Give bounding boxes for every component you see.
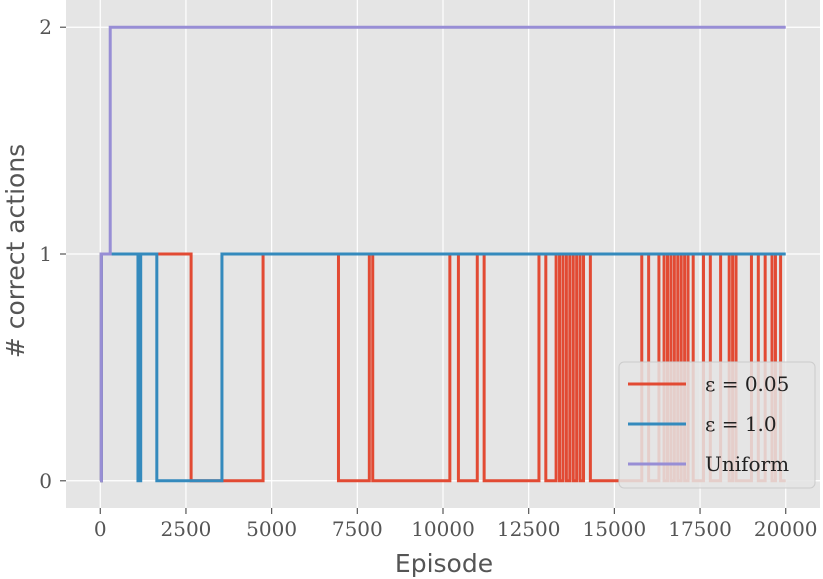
x-tick-label: 7500 — [332, 517, 383, 541]
y-tick-label: 2 — [39, 15, 52, 39]
x-axis-ticks: 0 2500 5000 7500 10000 12500 15000 17500 20000 — [94, 508, 818, 541]
x-tick-label: 10000 — [411, 517, 475, 541]
legend-label-2: Uniform — [705, 452, 789, 476]
y-axis-ticks: 0 1 2 — [39, 15, 66, 493]
series-line-2 — [99, 25, 786, 483]
legend-label-1: ε = 1.0 — [705, 412, 777, 436]
x-axis-label: Episode — [395, 549, 493, 578]
x-tick-label: 12500 — [497, 517, 561, 541]
x-tick-label: 15000 — [583, 517, 647, 541]
legend-box — [618, 361, 816, 489]
y-axis-label: # correct actions — [1, 144, 30, 358]
x-tick-label: 0 — [94, 517, 107, 541]
x-tick-label: 20000 — [754, 517, 818, 541]
y-tick-label: 1 — [39, 242, 52, 266]
x-tick-label: 17500 — [668, 517, 732, 541]
x-tick-label: 5000 — [246, 517, 297, 541]
legend-label-0: ε = 0.05 — [705, 372, 789, 396]
y-tick-label: 0 — [39, 469, 52, 493]
x-tick-label: 2500 — [161, 517, 212, 541]
legend: ε = 0.05 ε = 1.0 Uniform — [618, 361, 816, 489]
